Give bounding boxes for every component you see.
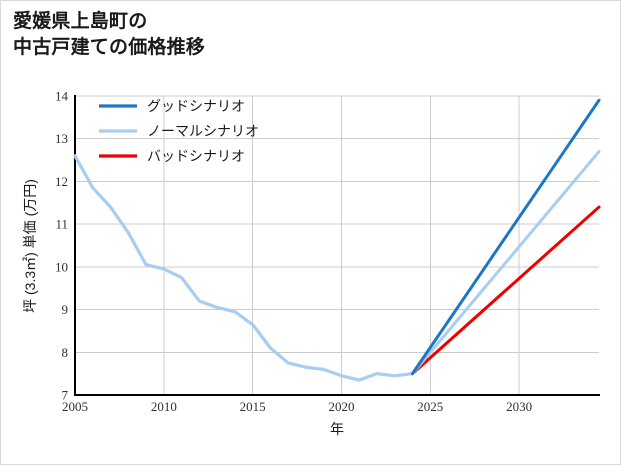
y-tick-label: 9 — [62, 302, 69, 317]
y-tick-label: 11 — [55, 217, 68, 232]
x-tick-label: 2025 — [417, 399, 443, 414]
x-tick-label: 2005 — [62, 399, 88, 414]
series-line — [410, 150, 601, 376]
y-tick-label: 13 — [55, 131, 68, 146]
y-axis-title: 坪 (3.3㎡) 単価 (万円) — [22, 179, 38, 313]
series-line — [410, 98, 601, 376]
axis-lines — [73, 95, 600, 397]
y-tick-label: 12 — [55, 174, 68, 189]
series-line — [410, 205, 601, 376]
gridlines — [75, 95, 599, 395]
x-tick-label: 2020 — [328, 399, 354, 414]
y-tick-label: 7 — [62, 388, 69, 403]
y-tick-label: 8 — [62, 345, 69, 360]
series-line — [73, 154, 415, 382]
legend-label: ノーマルシナリオ — [147, 125, 259, 140]
legend-label: バッドシナリオ — [147, 150, 245, 165]
legend-label: グッドシナリオ — [147, 99, 245, 115]
page-title: 愛媛県上島町の 中古戸建ての価格推移 — [13, 11, 206, 58]
series-lines — [73, 98, 601, 382]
y-tick-labels: 7 8 9 10 11 12 13 14 — [55, 89, 69, 403]
y-tick-label: 14 — [55, 89, 69, 104]
x-tick-label: 2030 — [506, 399, 532, 414]
x-tick-labels: 2005 2010 2015 2020 2025 2030 — [62, 399, 532, 414]
x-axis-title: 年 — [330, 421, 344, 437]
x-tick-label: 2010 — [151, 399, 177, 414]
x-tick-label: 2015 — [240, 399, 266, 414]
y-tick-label: 10 — [55, 259, 68, 274]
